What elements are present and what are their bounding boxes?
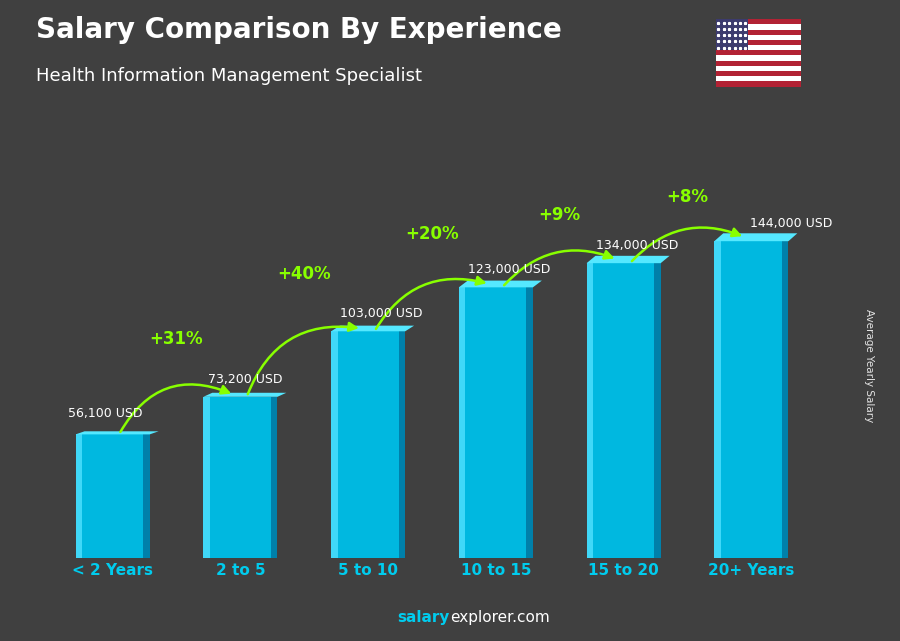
Bar <box>76 435 149 558</box>
Bar <box>331 331 338 558</box>
Bar <box>715 241 721 558</box>
Text: +20%: +20% <box>405 226 459 244</box>
Bar <box>587 263 661 558</box>
Bar <box>203 397 210 558</box>
Bar <box>143 435 149 558</box>
Bar <box>716 50 801 56</box>
Bar <box>526 287 533 558</box>
Text: Salary Comparison By Experience: Salary Comparison By Experience <box>36 16 562 44</box>
Text: +9%: +9% <box>539 206 580 224</box>
Polygon shape <box>76 431 158 435</box>
Text: 123,000 USD: 123,000 USD <box>468 263 550 276</box>
Text: 103,000 USD: 103,000 USD <box>340 307 422 320</box>
Polygon shape <box>331 326 414 331</box>
Text: +31%: +31% <box>149 331 203 349</box>
Polygon shape <box>715 233 797 241</box>
Text: 144,000 USD: 144,000 USD <box>750 217 832 230</box>
Bar <box>716 40 801 45</box>
Bar <box>271 397 277 558</box>
Bar <box>716 81 801 87</box>
Text: salary: salary <box>398 610 450 625</box>
Bar <box>716 24 801 29</box>
Bar <box>782 241 788 558</box>
Bar <box>716 61 801 66</box>
Bar <box>716 45 801 50</box>
Text: Average Yearly Salary: Average Yearly Salary <box>863 309 874 422</box>
Bar <box>716 19 801 24</box>
Bar <box>399 331 405 558</box>
Bar <box>716 66 801 71</box>
Bar <box>76 435 82 558</box>
Text: +8%: +8% <box>667 188 708 206</box>
Bar <box>716 19 748 50</box>
Bar <box>716 76 801 81</box>
Text: 134,000 USD: 134,000 USD <box>596 239 678 252</box>
Bar <box>716 71 801 76</box>
Bar <box>459 287 465 558</box>
Bar <box>203 397 277 558</box>
Text: 56,100 USD: 56,100 USD <box>68 407 142 420</box>
Bar <box>654 263 661 558</box>
Bar <box>331 331 405 558</box>
Bar <box>716 29 801 35</box>
Polygon shape <box>459 281 542 287</box>
Bar <box>716 35 801 40</box>
Bar <box>459 287 533 558</box>
Text: Health Information Management Specialist: Health Information Management Specialist <box>36 67 422 85</box>
Polygon shape <box>203 393 286 397</box>
Text: explorer.com: explorer.com <box>450 610 550 625</box>
Text: +40%: +40% <box>277 265 331 283</box>
Bar <box>715 241 788 558</box>
Bar <box>716 56 801 61</box>
Text: 73,200 USD: 73,200 USD <box>209 373 283 386</box>
Bar <box>587 263 593 558</box>
Polygon shape <box>587 256 670 263</box>
